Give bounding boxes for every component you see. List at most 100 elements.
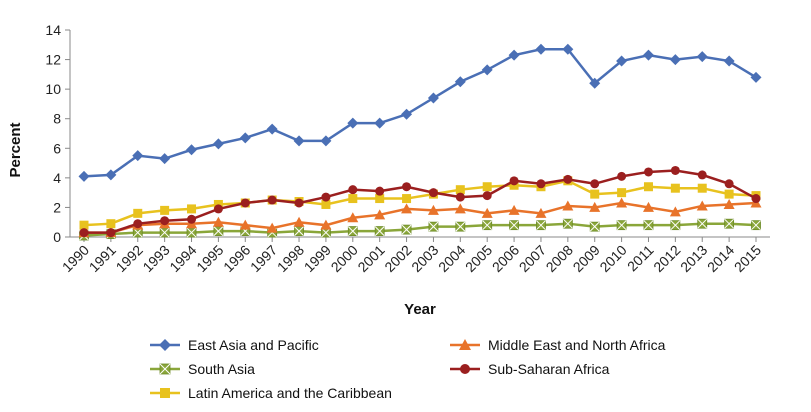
data-point xyxy=(294,198,304,208)
x-tick-label: 2009 xyxy=(569,242,602,275)
data-point xyxy=(670,165,680,175)
data-point xyxy=(723,198,735,209)
data-point xyxy=(374,226,385,236)
data-point xyxy=(535,207,547,218)
data-point xyxy=(266,123,278,135)
data-point xyxy=(293,135,305,147)
y-axis-ticks: 0 2 4 6 8 10 12 14 xyxy=(45,22,70,245)
series-line xyxy=(84,169,757,234)
x-tick-label: 2015 xyxy=(731,242,764,275)
data-point xyxy=(347,212,359,223)
data-point xyxy=(160,205,170,215)
legend-item: East Asia and Pacific xyxy=(150,337,319,353)
y-axis-title: Percent xyxy=(7,122,24,177)
data-point xyxy=(697,170,707,180)
data-point xyxy=(105,169,117,181)
data-point xyxy=(589,77,601,89)
data-point xyxy=(562,43,574,55)
data-point xyxy=(374,209,386,220)
data-point xyxy=(293,216,305,227)
data-point xyxy=(186,227,197,238)
data-point xyxy=(266,222,278,233)
data-point xyxy=(240,198,250,208)
data-point xyxy=(78,170,90,182)
data-point xyxy=(696,51,708,63)
data-point xyxy=(643,220,654,231)
data-point xyxy=(375,186,385,196)
data-point xyxy=(697,183,707,193)
series-line xyxy=(83,222,757,237)
data-point xyxy=(723,55,735,67)
data-point xyxy=(669,54,681,66)
data-point xyxy=(375,194,385,204)
legend-label: Sub-Saharan Africa xyxy=(488,361,610,377)
y-tick-label: 6 xyxy=(53,140,61,156)
data-point xyxy=(482,182,492,192)
data-point xyxy=(562,218,573,229)
x-tick-label: 2001 xyxy=(354,242,387,275)
data-point xyxy=(696,200,708,211)
legend-swatch-marker xyxy=(159,363,171,375)
x-tick-label: 1999 xyxy=(301,242,334,275)
x-tick-label: 1997 xyxy=(247,242,280,275)
legend-swatch-marker xyxy=(459,339,471,350)
x-tick-label: 2010 xyxy=(596,242,629,275)
data-point xyxy=(106,228,116,238)
x-tick-label: 2003 xyxy=(408,242,441,275)
x-tick-label: 2013 xyxy=(677,242,710,275)
data-point xyxy=(428,221,439,232)
x-tick-label: 1992 xyxy=(113,242,146,275)
data-point xyxy=(133,208,143,218)
data-point xyxy=(589,221,600,232)
data-point xyxy=(348,185,358,195)
data-point xyxy=(159,153,171,165)
data-point xyxy=(697,218,708,229)
data-point xyxy=(643,167,653,177)
data-point xyxy=(79,220,89,230)
legend: East Asia and Pacific Middle East and Nor… xyxy=(150,337,666,401)
x-tick-label: 2007 xyxy=(516,242,549,275)
data-point xyxy=(616,55,628,67)
data-point xyxy=(402,194,412,204)
data-point xyxy=(401,203,413,214)
data-point xyxy=(213,226,224,236)
data-point xyxy=(455,221,466,232)
legend-label: East Asia and Pacific xyxy=(188,337,319,353)
series-sub-saharan-africa xyxy=(79,165,761,238)
data-point xyxy=(509,176,519,186)
data-point xyxy=(294,226,304,236)
y-tick-label: 12 xyxy=(45,52,61,68)
series-middle-east-and-north-africa xyxy=(78,197,762,238)
data-point xyxy=(535,43,547,55)
data-point xyxy=(616,220,627,231)
x-tick-label: 2006 xyxy=(489,242,522,275)
data-point xyxy=(563,174,573,184)
x-tick-label: 1994 xyxy=(166,242,199,275)
x-tick-label: 1995 xyxy=(193,242,226,275)
data-point xyxy=(427,204,439,215)
data-point xyxy=(187,214,197,224)
data-point xyxy=(670,220,681,231)
legend-swatch-marker xyxy=(159,339,171,351)
data-point xyxy=(536,220,546,231)
y-tick-label: 14 xyxy=(45,22,61,38)
series-line xyxy=(84,201,757,234)
data-point xyxy=(321,192,331,202)
data-point xyxy=(642,201,654,212)
data-point xyxy=(374,117,386,129)
legend-swatch-marker xyxy=(160,388,170,398)
data-point xyxy=(724,189,734,199)
legend-label: Middle East and North Africa xyxy=(488,337,666,353)
data-point xyxy=(347,117,359,129)
data-point xyxy=(213,204,223,214)
data-point xyxy=(751,194,761,204)
data-point xyxy=(79,228,89,238)
data-point xyxy=(509,220,519,231)
data-point xyxy=(186,144,198,156)
x-axis-title: Year xyxy=(404,301,436,318)
legend-item: Latin America and the Caribbean xyxy=(150,385,392,401)
data-point xyxy=(212,216,224,227)
series-layer xyxy=(78,43,762,241)
data-point xyxy=(642,49,654,61)
